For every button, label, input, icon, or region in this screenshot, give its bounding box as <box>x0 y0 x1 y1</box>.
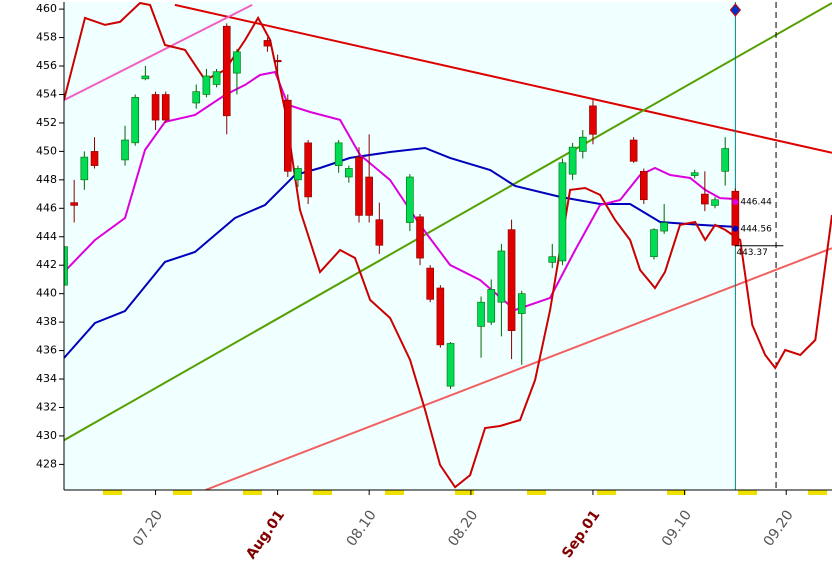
candle-body <box>121 139 129 161</box>
candle-body <box>690 172 699 176</box>
candle-body <box>233 51 241 74</box>
candle-body <box>487 289 496 323</box>
candle-body <box>517 293 526 314</box>
trend-line <box>174 3 832 154</box>
candle-body <box>711 199 719 206</box>
candle-body <box>283 99 292 172</box>
y-tick-label: 460 <box>36 2 57 15</box>
candle-body <box>578 136 587 152</box>
x-tick-label: Aug.01 <box>243 507 288 562</box>
x-tick-label: 08.10 <box>344 507 380 549</box>
weekend-marker <box>808 490 827 495</box>
candle-body <box>446 343 455 387</box>
weekend-markers <box>103 490 827 495</box>
candle-body <box>701 193 709 205</box>
candle-body <box>426 267 434 300</box>
candle-body <box>640 171 648 201</box>
x-tick-label: 07.20 <box>130 507 166 549</box>
candle-body <box>568 146 577 175</box>
plot-background <box>64 2 735 490</box>
candle-body <box>548 256 557 263</box>
price-dot <box>732 199 739 206</box>
y-tick-label: 438 <box>36 315 57 328</box>
x-tick-label: 09.20 <box>761 507 797 549</box>
trend-line <box>205 247 832 490</box>
y-tick-label: 450 <box>36 144 57 157</box>
price-label: 446.44 <box>740 198 772 208</box>
candle-body <box>436 287 445 346</box>
x-tick-label: 09.10 <box>659 507 695 549</box>
candle-body <box>334 142 343 166</box>
weekend-marker <box>313 490 332 495</box>
candle-body <box>263 40 272 47</box>
y-tick-label: 432 <box>36 400 57 413</box>
candle-body <box>304 142 312 198</box>
x-tick-label: Sep.01 <box>559 507 603 561</box>
indicator-line <box>64 2 832 489</box>
y-tick-label: 446 <box>36 201 57 214</box>
candle-body <box>375 219 384 246</box>
weekend-marker <box>243 490 262 495</box>
candle-body <box>558 162 567 262</box>
candle-body <box>355 156 363 216</box>
candle-body <box>477 301 485 327</box>
candle-body <box>365 176 373 216</box>
weekend-marker <box>103 490 122 495</box>
candle-body <box>660 222 668 232</box>
candle-body <box>202 75 211 95</box>
candle-body <box>497 250 506 303</box>
weekend-marker <box>597 490 616 495</box>
candle-body <box>416 216 424 259</box>
trend-line <box>64 3 253 102</box>
candle-body <box>212 71 221 85</box>
y-tick-label: 436 <box>36 344 57 357</box>
candle-body <box>589 105 597 135</box>
indicator-line <box>64 70 736 312</box>
y-tick-label: 428 <box>36 457 57 470</box>
y-tick-label: 458 <box>36 31 57 44</box>
weekend-marker <box>173 490 192 495</box>
y-tick-label: 430 <box>36 429 57 442</box>
weekend-marker <box>527 490 546 495</box>
candle-body <box>345 168 353 178</box>
candle-body <box>222 25 231 117</box>
price-label: 443.37 <box>736 248 768 258</box>
y-tick-label: 442 <box>36 258 57 271</box>
trend-line <box>64 2 832 442</box>
y-tick-label: 454 <box>36 87 57 100</box>
candle-body <box>650 229 658 257</box>
candle-body <box>64 246 68 286</box>
price-dot <box>732 225 739 232</box>
candle-body <box>141 75 150 80</box>
x-tick-label: 08.20 <box>445 507 481 549</box>
y-tick-label: 434 <box>36 372 57 385</box>
candle-body <box>721 148 729 172</box>
weekend-marker <box>385 490 404 495</box>
candle-body <box>80 156 89 181</box>
candle-body <box>161 94 170 121</box>
price-label: 444.56 <box>740 224 772 234</box>
weekend-marker <box>455 490 474 495</box>
y-tick-label: 444 <box>36 230 57 243</box>
weekend-marker <box>667 490 686 495</box>
candle-body <box>629 139 638 162</box>
candle-body <box>151 94 160 121</box>
candle-body <box>131 97 140 144</box>
candle-body <box>90 151 99 166</box>
cursor-marker <box>729 3 742 17</box>
candle-body <box>406 176 414 223</box>
candle-body <box>273 60 282 63</box>
candle-body <box>70 202 78 206</box>
y-tick-label: 452 <box>36 116 57 129</box>
candle-body <box>507 229 516 331</box>
candle-body <box>294 168 302 181</box>
y-tick-label: 440 <box>36 287 57 300</box>
indicator-line <box>64 146 736 359</box>
weekend-marker <box>738 490 757 495</box>
y-tick-label: 448 <box>36 173 57 186</box>
candle-body <box>192 91 201 104</box>
y-tick-label: 456 <box>36 59 57 72</box>
